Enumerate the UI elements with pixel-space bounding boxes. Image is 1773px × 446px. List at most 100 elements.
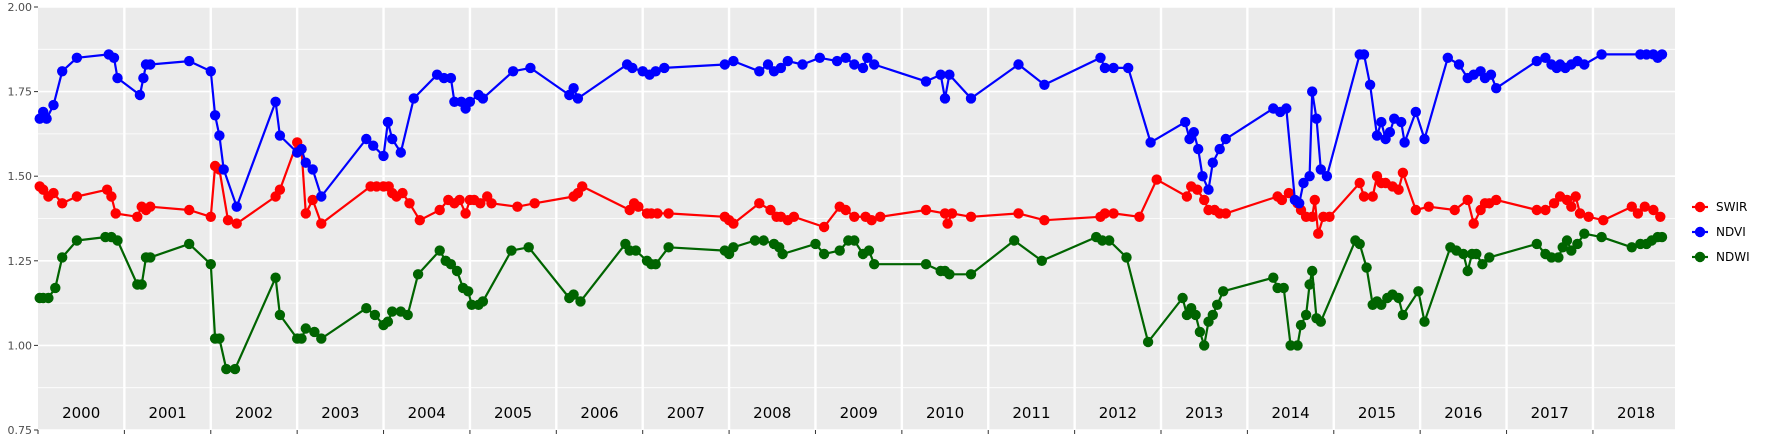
data-point	[719, 59, 730, 70]
data-point	[296, 333, 307, 344]
data-point	[1531, 204, 1543, 216]
data-point	[387, 306, 398, 317]
year-label: 2017	[1531, 404, 1569, 422]
data-point	[1397, 309, 1409, 321]
series-layer	[34, 49, 1668, 375]
data-point	[1566, 201, 1577, 212]
data-point	[414, 215, 425, 226]
data-point	[184, 55, 195, 67]
data-point	[1639, 201, 1651, 212]
data-point	[788, 211, 800, 222]
data-point	[946, 208, 958, 219]
data-point	[361, 303, 372, 314]
data-point	[231, 218, 242, 229]
data-point	[475, 198, 486, 209]
data-point	[627, 62, 638, 74]
data-point	[1220, 133, 1232, 145]
data-point	[663, 208, 674, 219]
data-point	[57, 66, 68, 77]
data-point	[1364, 79, 1376, 91]
data-point	[1220, 208, 1232, 219]
year-label: 2009	[840, 404, 878, 422]
data-point	[145, 252, 156, 263]
data-point	[369, 309, 381, 321]
data-point	[1304, 279, 1315, 290]
data-point	[1309, 194, 1321, 206]
data-point	[205, 66, 216, 77]
year-label: 2010	[926, 404, 964, 422]
data-point	[1596, 49, 1607, 60]
data-point	[132, 211, 143, 222]
data-point	[862, 52, 873, 63]
data-point	[1393, 184, 1404, 195]
data-point	[506, 245, 517, 256]
data-point	[797, 59, 808, 70]
data-point	[1268, 272, 1279, 283]
x-axis	[37, 430, 1594, 434]
data-point	[1295, 319, 1307, 331]
data-point	[749, 235, 761, 246]
data-point	[112, 235, 123, 246]
data-point	[1207, 309, 1219, 321]
data-point	[840, 204, 851, 216]
data-point	[145, 59, 156, 70]
data-point	[1324, 211, 1335, 222]
data-point	[108, 52, 120, 63]
data-point	[57, 252, 68, 263]
data-point	[1276, 194, 1288, 206]
data-point	[1367, 191, 1378, 202]
year-label: 2012	[1099, 404, 1137, 422]
data-point	[765, 204, 776, 216]
data-point	[1393, 292, 1404, 304]
data-point	[1453, 59, 1465, 70]
data-point	[1561, 235, 1573, 246]
data-point	[869, 259, 880, 270]
data-point	[1570, 191, 1581, 202]
data-point	[222, 215, 234, 226]
data-point	[568, 289, 579, 300]
data-point	[1358, 49, 1370, 60]
data-point	[849, 235, 860, 246]
year-label: 2000	[62, 404, 100, 422]
data-point	[300, 208, 311, 219]
data-point	[1193, 143, 1204, 155]
data-point	[663, 242, 674, 253]
data-point	[382, 316, 394, 327]
data-point	[1194, 326, 1206, 338]
data-point	[1579, 228, 1590, 239]
data-point	[525, 62, 536, 74]
data-point	[650, 259, 661, 270]
y-tick-label: 1.00	[8, 339, 33, 352]
data-point	[935, 69, 946, 80]
year-label: 2007	[667, 404, 705, 422]
data-point	[71, 52, 83, 63]
data-point	[965, 93, 977, 104]
year-label: 2014	[1271, 404, 1309, 422]
data-point	[1419, 316, 1430, 327]
data-point	[728, 242, 739, 253]
data-point	[577, 181, 588, 192]
data-point	[1013, 208, 1024, 219]
data-point	[630, 245, 641, 256]
data-point	[1548, 198, 1560, 209]
data-point	[296, 143, 307, 155]
data-point	[1292, 340, 1303, 351]
data-point	[112, 72, 123, 84]
data-point	[652, 208, 663, 219]
data-point	[857, 62, 869, 74]
data-point	[71, 235, 83, 246]
data-point	[1376, 116, 1387, 128]
data-point	[1485, 69, 1497, 80]
grid-major	[38, 6, 1675, 431]
legend-item-ndwi: NDWI	[1692, 250, 1750, 264]
data-point	[106, 191, 117, 202]
data-point	[229, 363, 241, 375]
data-point	[445, 72, 457, 84]
data-point	[834, 245, 845, 256]
data-point	[451, 265, 463, 277]
data-point	[1626, 242, 1638, 253]
data-point	[1121, 252, 1132, 263]
data-point	[1307, 265, 1318, 277]
data-point	[1298, 177, 1309, 189]
